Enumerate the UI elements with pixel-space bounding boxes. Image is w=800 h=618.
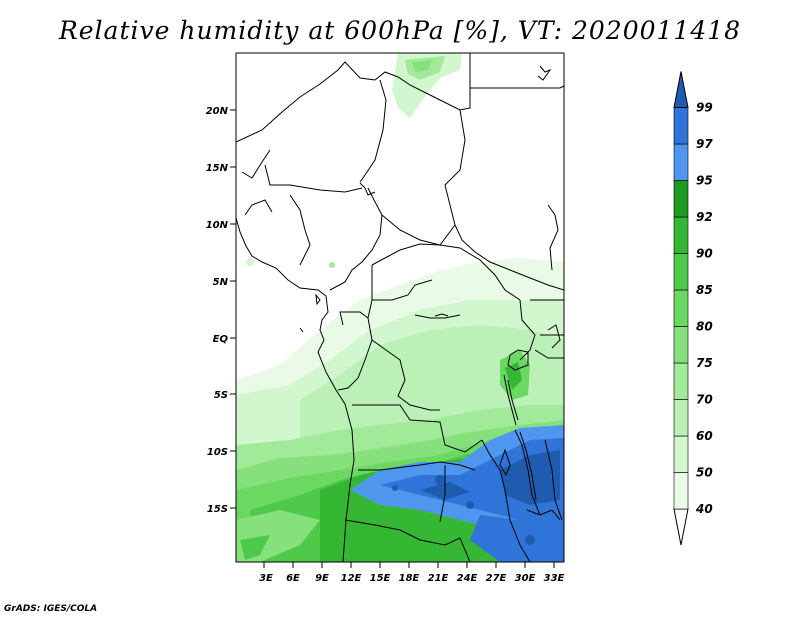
colorbar-segment [673, 399, 689, 437]
colorbar: 40 50 60 70 75 80 85 90 92 95 97 99 [673, 71, 713, 546]
lon-label: 21E [428, 573, 449, 584]
colorbar-label: 85 [696, 283, 713, 297]
lat-label: 5N [213, 277, 229, 288]
lat-label: 5S [214, 390, 228, 401]
colorbar-label: 60 [696, 429, 713, 443]
lon-axis: 3E 6E 9E 12E 15E 18E 21E 24E 27E 30E 33E [259, 562, 565, 584]
colorbar-segment [673, 362, 689, 400]
lon-label: 3E [259, 573, 273, 584]
lat-label: 15S [207, 504, 228, 515]
humidity-field [236, 53, 564, 562]
lon-label: 30E [515, 573, 536, 584]
lat-label: 10S [207, 447, 228, 458]
colorbar-label: 50 [696, 466, 713, 480]
lon-label: 6E [286, 573, 300, 584]
lat-label: 20N [206, 106, 229, 117]
coastlines-borders [236, 53, 564, 562]
colorbar-segment [673, 143, 689, 181]
colorbar-label: 99 [696, 101, 713, 115]
colorbar-label: 70 [696, 393, 713, 407]
colorbar-lower-arrow [673, 508, 689, 546]
colorbar-segment [673, 472, 689, 510]
lon-label: 18E [399, 573, 420, 584]
lon-label: 12E [341, 573, 362, 584]
colorbar-label: 95 [696, 174, 713, 188]
colorbar-segment [673, 107, 689, 145]
grads-credit: GrADS: IGES/COLA [4, 604, 98, 614]
colorbar-segment [673, 326, 689, 364]
colorbar-segment [673, 216, 689, 254]
colorbar-segment [673, 253, 689, 291]
lat-axis: 20N 15N 10N 5N EQ 5S 10S 15S [206, 106, 236, 515]
lat-label: 15N [206, 163, 229, 174]
colorbar-segment [673, 180, 689, 218]
colorbar-label: 97 [696, 137, 713, 151]
colorbar-label: 40 [695, 502, 713, 516]
lon-label: 24E [457, 573, 478, 584]
lon-label: 27E [486, 573, 507, 584]
colorbar-segment [673, 435, 689, 473]
chart-title: Relative humidity at 600hPa [%], VT: 202… [58, 16, 742, 45]
lon-label: 33E [544, 573, 565, 584]
colorbar-label: 92 [696, 210, 713, 224]
colorbar-label: 75 [696, 356, 713, 370]
lat-label: 10N [206, 220, 229, 231]
lat-label: EQ [213, 334, 229, 345]
colorbar-upper-arrow [673, 71, 689, 108]
lon-label: 9E [315, 573, 329, 584]
colorbar-label: 80 [696, 320, 713, 334]
lon-label: 15E [370, 573, 391, 584]
colorbar-segment [673, 289, 689, 327]
colorbar-label: 90 [696, 247, 713, 261]
map-frame [235, 52, 565, 563]
